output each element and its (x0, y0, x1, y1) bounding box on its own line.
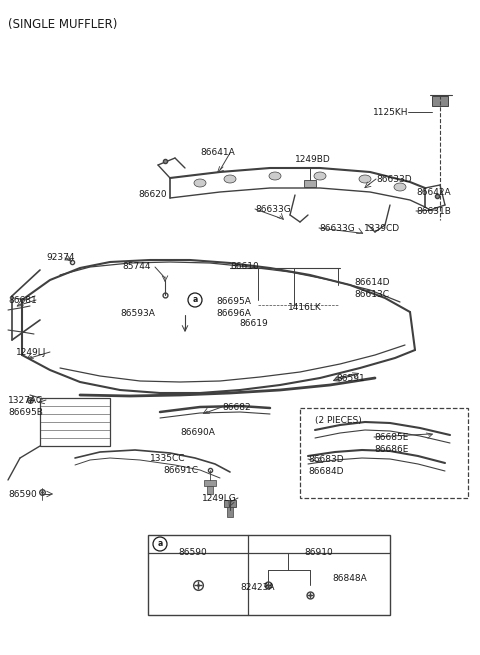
Text: 86593A: 86593A (120, 309, 155, 318)
Text: 86695B: 86695B (8, 408, 43, 417)
Ellipse shape (314, 172, 326, 180)
Bar (227, 507, 233, 517)
Text: 92374: 92374 (46, 253, 74, 262)
Text: 86848A: 86848A (332, 574, 367, 583)
Text: 1249BD: 1249BD (295, 155, 331, 164)
Text: 86590: 86590 (8, 490, 37, 499)
Text: 86696A: 86696A (216, 309, 251, 318)
Text: 86633G: 86633G (255, 205, 291, 214)
Bar (207, 486, 213, 494)
Text: 86613C: 86613C (354, 290, 389, 299)
Text: 86633D: 86633D (376, 175, 412, 184)
Text: (SINGLE MUFFLER): (SINGLE MUFFLER) (8, 18, 118, 31)
Text: 1416LK: 1416LK (288, 303, 322, 312)
Ellipse shape (224, 175, 236, 183)
Text: 1249LG: 1249LG (202, 494, 237, 503)
Bar (304, 180, 316, 187)
Text: 86633G: 86633G (319, 224, 355, 233)
Text: 86910: 86910 (304, 548, 333, 557)
Text: 86681: 86681 (8, 296, 37, 305)
Text: 86631B: 86631B (416, 207, 451, 216)
Bar (204, 480, 216, 486)
Text: 86610: 86610 (230, 262, 259, 271)
Text: 1327AC: 1327AC (8, 396, 43, 405)
Bar (148, 535, 390, 615)
Text: 82423A: 82423A (240, 583, 275, 592)
Text: 86614D: 86614D (354, 278, 389, 287)
Text: 86641A: 86641A (200, 148, 235, 157)
Text: (2 PIECES): (2 PIECES) (315, 416, 362, 425)
Text: a: a (157, 540, 163, 548)
Bar (40, 398, 110, 446)
Text: a: a (192, 295, 198, 305)
Text: 86642A: 86642A (416, 188, 451, 197)
Text: 1125KH: 1125KH (372, 108, 408, 117)
Ellipse shape (194, 179, 206, 187)
Text: 1335CC: 1335CC (150, 454, 185, 463)
Text: 86685E: 86685E (374, 433, 408, 442)
Text: 86683D: 86683D (308, 455, 344, 464)
Text: 86620: 86620 (138, 190, 167, 199)
Text: 85744: 85744 (122, 262, 151, 271)
Bar (224, 500, 236, 507)
Text: 86691C: 86691C (163, 466, 198, 475)
Text: 1339CD: 1339CD (364, 224, 400, 233)
Text: 1249LJ: 1249LJ (16, 348, 47, 357)
Text: 86619: 86619 (239, 319, 268, 328)
Bar (432, 96, 448, 106)
Text: 86686E: 86686E (374, 445, 408, 454)
Text: 86690A: 86690A (180, 428, 215, 437)
Ellipse shape (269, 172, 281, 180)
Ellipse shape (359, 175, 371, 183)
Text: 86591: 86591 (336, 374, 365, 383)
Ellipse shape (394, 183, 406, 191)
Text: 86695A: 86695A (216, 297, 251, 306)
Text: 86590: 86590 (178, 548, 207, 557)
Text: 86684D: 86684D (308, 467, 344, 476)
Text: 86682: 86682 (222, 403, 251, 412)
